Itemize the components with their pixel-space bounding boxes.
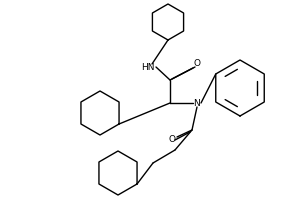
Text: O: O [169, 136, 176, 144]
Text: HN: HN [141, 62, 155, 72]
Text: O: O [194, 60, 200, 68]
Text: N: N [194, 98, 200, 108]
